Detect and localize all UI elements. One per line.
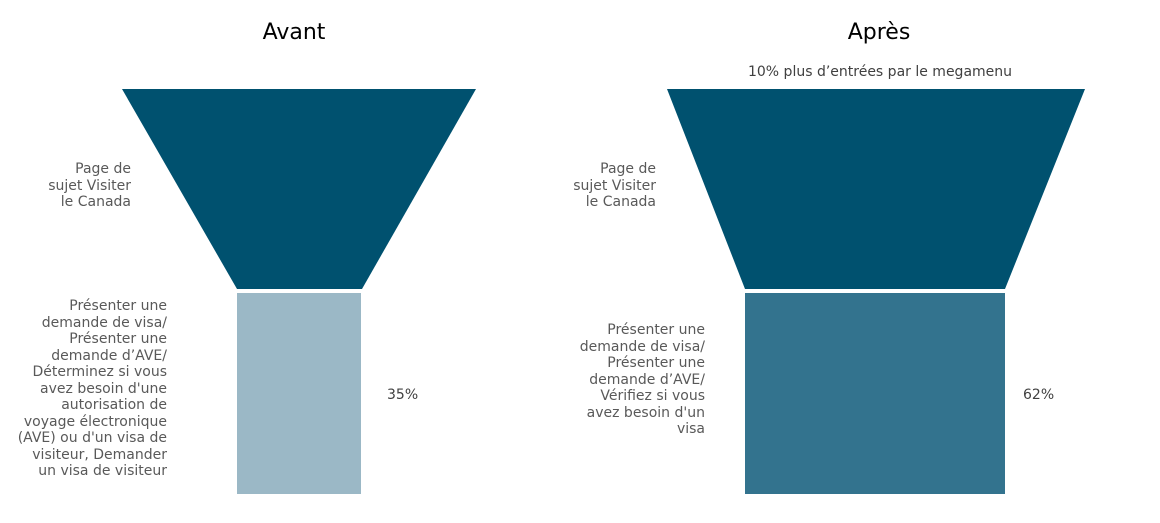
avant-bottom-stage-value: 35% — [387, 387, 419, 403]
apres-bottom-stage-label: Présenter une demande de visa/ Présenter… — [579, 322, 705, 437]
apres-funnel-top-stage — [667, 89, 1085, 289]
avant-title: Avant — [262, 20, 326, 45]
apres-subtitle: 10% plus d’entrées par le megamenu — [747, 64, 1013, 80]
avant-bottom-stage-label: Présenter une demande de visa/ Présenter… — [17, 298, 167, 479]
apres-funnel-bottom-stage — [745, 293, 1005, 494]
apres-title: Après — [847, 20, 911, 45]
avant-top-stage-label: Page de sujet Visiter le Canada — [48, 161, 131, 210]
apres-bottom-stage-value: 62% — [1023, 387, 1055, 403]
apres-top-stage-label: Page de sujet Visiter le Canada — [573, 161, 656, 210]
avant-funnel-bottom-stage — [237, 293, 361, 494]
avant-funnel-top-stage — [122, 89, 476, 289]
